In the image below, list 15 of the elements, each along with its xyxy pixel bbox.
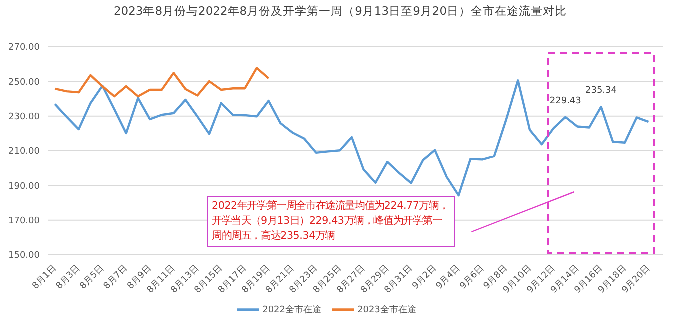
- y-tick-label: 270.00: [8, 43, 40, 54]
- chart-title: 2023年8月份与2022年8月份及开学第一周（9月13日至9月20日）全市在途流量对比: [112, 4, 568, 19]
- line-series: [54, 80, 650, 197]
- data-label: 229.43: [550, 96, 582, 106]
- y-tick-label: 250.00: [8, 78, 40, 88]
- y-tick-label: 190.00: [8, 182, 40, 192]
- y-tick-label: 230.00: [8, 112, 40, 123]
- legend-label: 2022全市在途: [262, 305, 322, 316]
- legend-label: 2023全市在途: [358, 305, 416, 316]
- y-tick-label: 150.00: [8, 251, 40, 262]
- y-tick-label: 210.00: [8, 147, 40, 158]
- y-tick-label: 170.00: [8, 216, 40, 227]
- line-series: [54, 67, 270, 98]
- data-label: 235.34: [586, 86, 618, 96]
- annotation: 2022年开学第一周全市在途流量均值为224.77万辆，开学当天（9月13日）229.43万辆，峰值为开学第一周的周五，高达235.34万辆: [207, 196, 455, 247]
